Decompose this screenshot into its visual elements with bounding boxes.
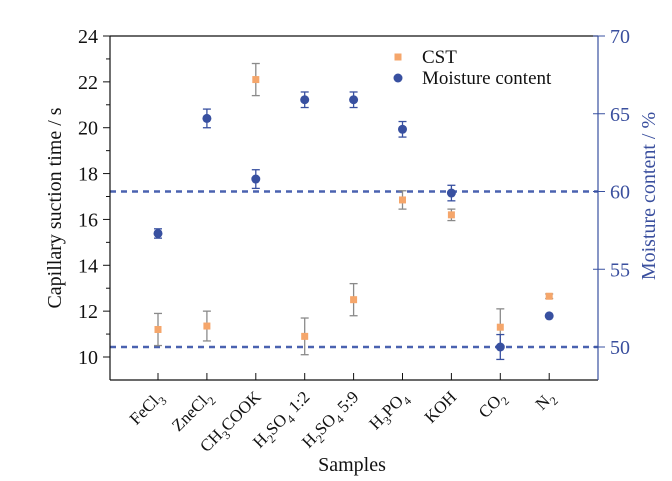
- moisture-point: [300, 95, 310, 105]
- axes: 10121416182022245055606570FeCl3ZneCl2CH3…: [78, 26, 630, 456]
- x-tick-label: N2: [532, 387, 561, 416]
- x-tick-label: KOH: [421, 387, 460, 426]
- moisture-point: [446, 188, 456, 198]
- y-tick-label: 10: [78, 347, 98, 369]
- x-tick-label: H3PO4: [365, 387, 414, 436]
- y2-tick-label: 60: [610, 182, 630, 204]
- y-tick-label: 22: [78, 72, 98, 94]
- cst-point: [154, 325, 162, 333]
- cst-point: [399, 196, 406, 204]
- data-marks: [153, 62, 554, 361]
- label-part: COOK: [217, 387, 265, 435]
- y-tick-label: 14: [78, 255, 98, 277]
- moisture-point: [544, 311, 554, 321]
- legend-moisture-label: Moisture content: [422, 68, 552, 89]
- cst-point: [203, 322, 211, 330]
- cst-point: [350, 296, 358, 304]
- y2-tick-label: 65: [610, 104, 630, 126]
- moisture-point: [398, 124, 407, 134]
- moisture-point: [153, 228, 163, 238]
- cst-point: [545, 292, 553, 300]
- y-axis-title: Capillary suction time / s: [44, 107, 66, 308]
- y-tick-label: 24: [78, 26, 98, 48]
- cst-point: [301, 332, 309, 340]
- x-tick-label: H2SO4 5:9: [298, 387, 365, 454]
- y2-tick-label: 55: [610, 259, 630, 281]
- legend-moisture-marker: [393, 73, 403, 83]
- moisture-point: [495, 342, 505, 352]
- y2-tick-label: 50: [610, 337, 630, 359]
- x-axis-title: Samples: [318, 454, 386, 476]
- moisture-point: [349, 95, 359, 105]
- x-tick-label: FeCl3: [126, 387, 170, 431]
- y2-tick-label: 70: [610, 26, 630, 48]
- cst-point: [252, 76, 260, 84]
- y-tick-label: 20: [78, 118, 98, 140]
- reference-lines: [110, 190, 598, 349]
- legend-cst-label: CST: [422, 47, 457, 68]
- y-tick-label: 16: [78, 209, 98, 231]
- moisture-point: [251, 174, 261, 184]
- cst-point: [496, 323, 504, 331]
- moisture-point: [202, 113, 212, 123]
- y-tick-label: 12: [78, 301, 98, 323]
- cst-point: [447, 211, 455, 219]
- label-part: KOH: [421, 387, 460, 426]
- x-tick-label: CO2: [475, 387, 512, 424]
- legend-cst-marker: [394, 53, 402, 61]
- y2-axis-title: Moisture content / %: [638, 112, 660, 280]
- y-tick-label: 18: [78, 164, 98, 186]
